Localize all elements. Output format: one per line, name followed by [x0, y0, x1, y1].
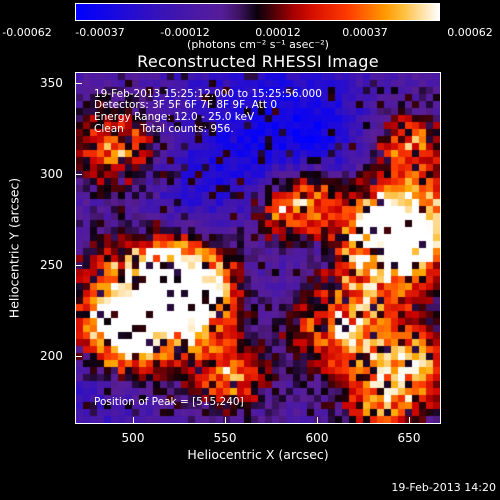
plot-timestamp: 19-Feb-2013 14:20 — [391, 481, 496, 494]
colorbar-units: (photons cm⁻² s⁻¹ asec⁻²) — [187, 38, 329, 51]
clean-counts-text: Clean Total counts: 956. — [94, 123, 234, 135]
colorbar-label: 0.00037 — [342, 26, 388, 39]
detectors-text: Detectors: 3F 5F 6F 7F 8F 9F, Att 0 — [94, 99, 278, 111]
x-tick-mark — [225, 417, 226, 423]
colorbar-label: 0.00062 — [447, 26, 493, 39]
x-tick-mark — [133, 417, 134, 423]
y-tick-label: 200 — [40, 349, 63, 363]
time-range-text: 19-Feb-2013 15:25:12.000 to 15:25:56.000 — [94, 88, 322, 100]
x-tick-mark — [409, 417, 410, 423]
colorbar-label: -0.00037 — [75, 26, 125, 39]
y-tick-label: 300 — [40, 167, 63, 181]
peak-position-text: Position of Peak = [515,240] — [94, 396, 244, 408]
colorbar-label: -0.00062 — [2, 26, 52, 39]
y-tick-mark — [76, 83, 82, 84]
colorbar-label: -0.00012 — [160, 26, 210, 39]
y-tick-label: 250 — [40, 258, 63, 272]
y-axis-label: Heliocentric Y (arcsec) — [6, 177, 22, 319]
energy-range-text: Energy Range: 12.0 - 25.0 keV — [94, 111, 255, 123]
y-tick-label: 350 — [40, 76, 63, 90]
colorbar-label: 0.00012 — [255, 26, 301, 39]
y-tick-mark — [76, 356, 82, 357]
y-tick-mark — [76, 174, 82, 175]
image-title: Reconstructed RHESSI Image — [137, 52, 379, 71]
x-tick-label: 600 — [305, 431, 329, 445]
heatmap-canvas — [76, 73, 440, 423]
colorbar — [75, 3, 440, 21]
x-axis-label: Heliocentric X (arcsec) — [187, 447, 329, 462]
y-tick-mark — [76, 265, 82, 266]
x-tick-label: 650 — [397, 431, 421, 445]
x-tick-label: 500 — [121, 431, 145, 445]
x-tick-mark — [317, 417, 318, 423]
rhessi-image — [75, 72, 441, 424]
x-tick-label: 550 — [213, 431, 237, 445]
